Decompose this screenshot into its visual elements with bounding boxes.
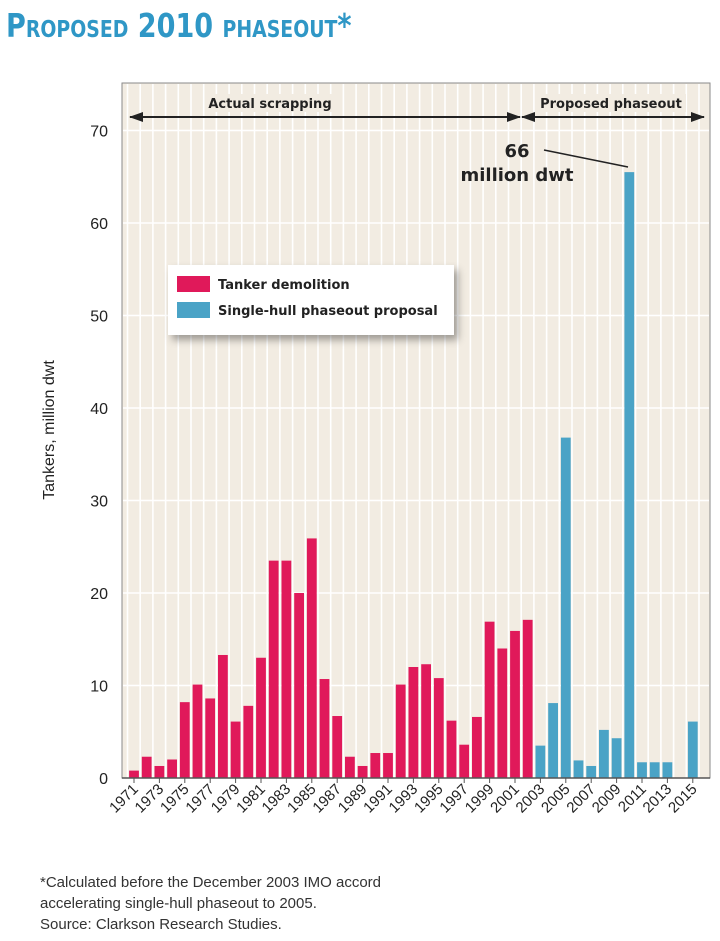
- footnote-line-3: Source: Clarkson Research Studies.: [40, 916, 282, 933]
- bar-demolition: [332, 716, 343, 778]
- actual-scrapping-label: Actual scrapping: [208, 97, 331, 112]
- bar-phaseout: [586, 765, 597, 778]
- bar-phaseout: [624, 172, 635, 779]
- legend-label-phaseout: Single-hull phaseout proposal: [218, 304, 438, 319]
- bar-demolition: [395, 684, 406, 778]
- y-axis-ticks: 0 10 20 30 40 50 60 70: [90, 124, 108, 789]
- bar-demolition: [256, 657, 266, 778]
- bar-demolition: [243, 705, 254, 778]
- y-tick-label: 0: [99, 771, 108, 788]
- bar-phaseout: [599, 729, 609, 778]
- bar-phaseout: [560, 437, 571, 778]
- bar-demolition: [522, 619, 533, 778]
- bar-demolition: [154, 765, 165, 778]
- bar-demolition: [192, 684, 203, 778]
- bar-demolition: [484, 621, 495, 778]
- y-tick-label: 70: [90, 124, 108, 141]
- legend-swatch-demolition: [177, 276, 210, 292]
- bar-demolition: [205, 698, 216, 778]
- bar-demolition: [370, 753, 381, 778]
- y-tick-label: 50: [90, 309, 108, 326]
- bar-demolition: [383, 753, 393, 778]
- proposed-phaseout-label: Proposed phaseout: [540, 97, 682, 112]
- legend-label-demolition: Tanker demolition: [218, 278, 350, 293]
- bar-phaseout: [637, 762, 647, 778]
- bar-demolition: [357, 765, 368, 778]
- bars: [129, 172, 698, 779]
- bar-demolition: [459, 744, 470, 778]
- peak-annotation-leader: [543, 149, 629, 168]
- y-tick-label: 10: [90, 679, 108, 696]
- chart-title: Proposed 2010 phaseout*: [6, 6, 352, 45]
- x-tick-label: 2015: [665, 781, 701, 817]
- bar-demolition: [433, 678, 444, 778]
- bar-demolition: [421, 664, 431, 778]
- y-tick-label: 20: [90, 586, 108, 603]
- bar-demolition: [408, 667, 419, 778]
- bar-demolition: [230, 721, 241, 778]
- bar-phaseout: [662, 762, 673, 778]
- bar-demolition: [446, 720, 457, 778]
- bar-phaseout: [535, 745, 546, 779]
- bar-phaseout: [649, 762, 660, 778]
- bar-demolition: [497, 648, 508, 778]
- bar-demolition: [306, 538, 317, 778]
- bar-demolition: [294, 593, 304, 778]
- bar-demolition: [319, 679, 330, 778]
- legend-swatch-phaseout: [177, 302, 210, 318]
- vertical-gridlines: [126, 84, 700, 778]
- x-axis-ticks: 1971197319751977197919811983198519871989…: [106, 778, 701, 817]
- y-tick-label: 40: [90, 401, 108, 418]
- legend: Tanker demolition Single-hull phaseout p…: [168, 265, 454, 335]
- footnote-line-1: *Calculated before the December 2003 IMO…: [40, 874, 382, 891]
- bar-demolition: [268, 560, 279, 779]
- actual-scrapping-label-bg: [206, 94, 334, 112]
- bar-demolition: [218, 654, 228, 778]
- bar-demolition: [179, 702, 190, 778]
- bar-demolition: [141, 756, 152, 778]
- footnote-line-2: accelerating single-hull phaseout to 200…: [40, 895, 317, 912]
- bar-demolition: [510, 630, 520, 778]
- proposed-phaseout-label-bg: [536, 94, 686, 112]
- bar-demolition: [281, 560, 292, 779]
- y-tick-label: 60: [90, 216, 108, 233]
- peak-annotation-unit: million dwt: [460, 165, 573, 186]
- bar-phaseout: [611, 738, 622, 778]
- bar-demolition: [167, 759, 177, 778]
- bar-demolition: [129, 770, 139, 778]
- peak-annotation-value: 66: [504, 141, 529, 162]
- bar-chart: 0 10 20 30 40 50 60 70 197119731975197719791981…: [41, 82, 711, 817]
- legend-box: [168, 265, 454, 335]
- footnote: *Calculated before the December 2003 IMO…: [40, 872, 700, 935]
- bar-phaseout: [548, 703, 558, 778]
- y-axis-label: Tankers, million dwt: [41, 360, 58, 500]
- y-tick-label: 30: [90, 494, 108, 511]
- bar-phaseout: [687, 721, 698, 778]
- bar-demolition: [345, 756, 355, 778]
- bar-phaseout: [573, 760, 584, 778]
- bar-demolition: [472, 716, 482, 778]
